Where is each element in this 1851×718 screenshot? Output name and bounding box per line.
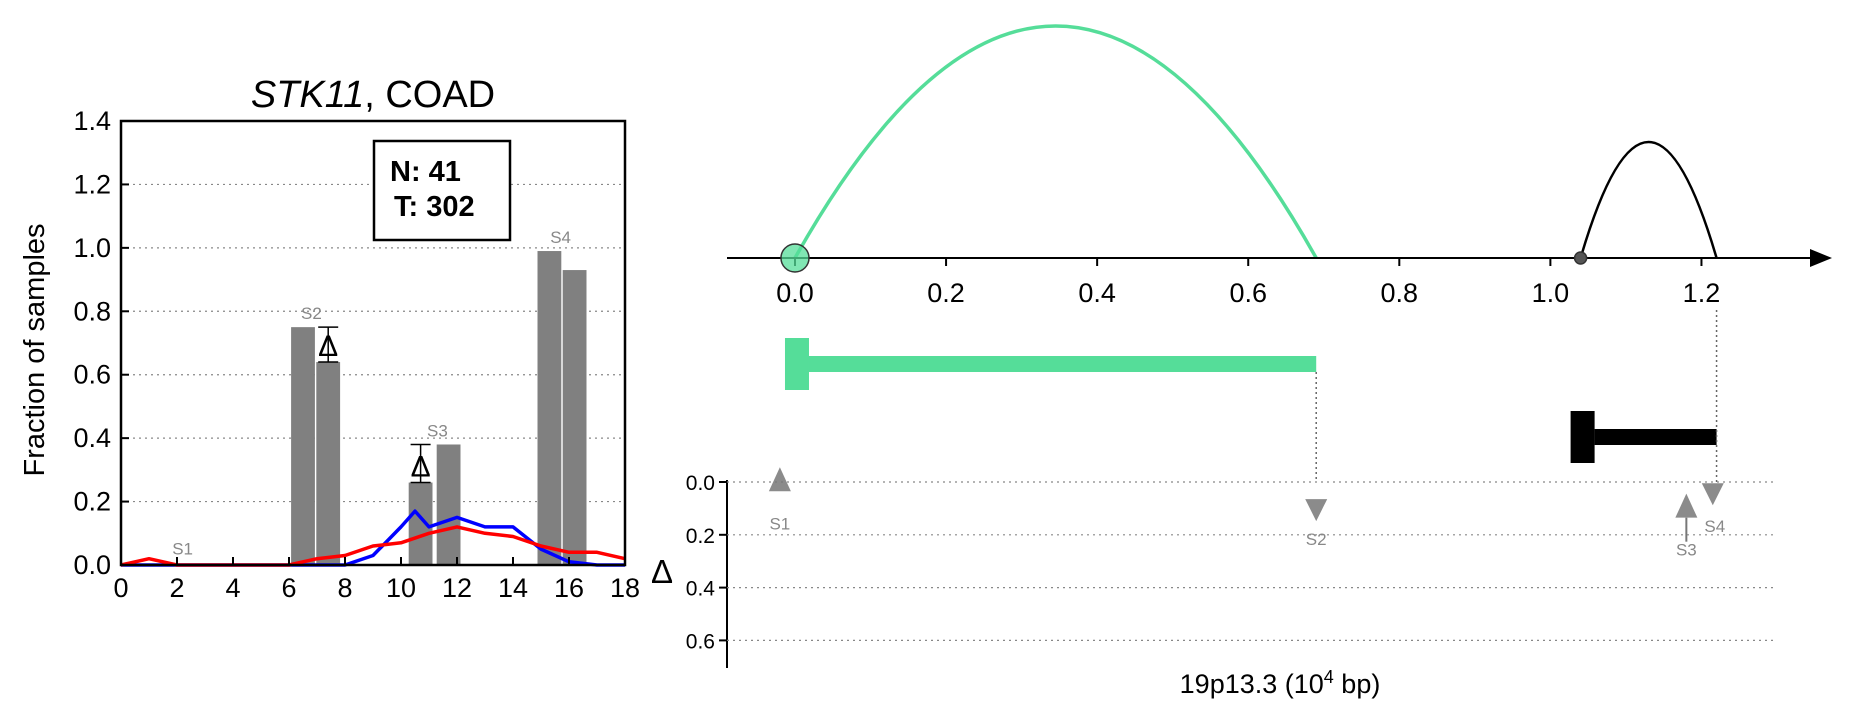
arcs: [793, 24, 1718, 259]
site-marker-up: [768, 467, 791, 492]
plot-frame: [119, 119, 627, 567]
arc-green: [793, 24, 1318, 259]
site-label-s2: S2: [1306, 530, 1327, 549]
x-tick-label: 16: [554, 573, 584, 603]
site-marker-down: [1305, 499, 1328, 522]
y-tick-label: 0.2: [73, 487, 111, 517]
site-label-s4: S4: [1704, 517, 1725, 536]
legend-n-count: N: 41: [390, 156, 461, 188]
genomic-tick-label: 1.0: [1532, 278, 1570, 308]
x-tick-label: 10: [386, 573, 416, 603]
genomic-tick-label: 0.4: [1078, 278, 1116, 308]
x-tick-label: 18: [610, 573, 640, 603]
legend-box: N: 41 T: 302: [372, 139, 512, 242]
genomic-tick-label: 1.2: [1683, 278, 1721, 308]
y-tick-label: 0.8: [73, 296, 111, 326]
segment-bar-green: [808, 356, 1317, 372]
bar-s3: [408, 482, 433, 565]
genomic-arc-diagram: 0.0 0.2 0.4 0.6 0.8 1.0 1.2 0.0 0.2 0.4 0.6 S1 S2 S3…: [651, 24, 1832, 699]
y-tick-label: 0.6: [73, 360, 111, 390]
y-axis-label: Fraction of samples: [19, 223, 51, 476]
y-tick-label: 1.4: [73, 106, 111, 136]
legend-t-count: T: 302: [394, 191, 475, 223]
delta-symbol: Δ: [411, 451, 431, 484]
delta-tick-label: 0.0: [686, 472, 715, 495]
arc-black: [1579, 140, 1718, 259]
chart-title: STK11, COAD: [251, 74, 495, 116]
segments: [784, 338, 1717, 463]
site-label-s4: S4: [550, 228, 571, 247]
genomic-tick-label: 0.8: [1381, 278, 1419, 308]
segment-bar-black: [1594, 429, 1717, 445]
y-tick-label: 1.2: [73, 169, 111, 199]
site-labels: S1 S2 S3 S4: [172, 228, 571, 565]
x-tick-label: 6: [281, 573, 296, 603]
y-tick-label: 0.0: [73, 550, 111, 580]
site-label-s2: S2: [301, 304, 322, 323]
bar-s2: [316, 362, 341, 565]
site-label-s3: S3: [1676, 541, 1697, 560]
bar-s2: [291, 327, 315, 565]
chart-title-gene: STK11: [251, 74, 364, 116]
genomic-x-label-main: 19p13.3 (10: [1180, 669, 1324, 699]
genomic-tick-label: 0.2: [927, 278, 965, 308]
delta-markers: ΔΔ: [318, 326, 431, 484]
y-tick-label: 1.0: [73, 233, 111, 263]
bars: [291, 251, 587, 565]
site-marker-up: [1675, 493, 1698, 518]
x-tick-label: 12: [442, 573, 472, 603]
delta-panel: 0.0 0.2 0.4 0.6 S1 S2 S3 S4: [686, 310, 1777, 668]
segment-cap-green: [784, 338, 809, 390]
delta-symbol: Δ: [318, 330, 338, 363]
delta-tick-label: 0.6: [686, 630, 715, 653]
y-tick-label: 0.4: [73, 423, 111, 453]
axis-arrowhead: [1810, 249, 1832, 267]
site-label-s3: S3: [427, 421, 448, 440]
genomic-x-label-unit: bp): [1334, 669, 1381, 699]
site-marker-down: [1701, 483, 1724, 506]
genomic-x-label: 19p13.3 (104 bp): [1180, 667, 1381, 699]
genomic-axis: 0.0 0.2 0.4 0.6 0.8 1.0 1.2: [727, 243, 1832, 308]
delta-tick-label: 0.2: [686, 525, 715, 548]
bar-s4: [562, 270, 587, 565]
genomic-x-label-exponent: 4: [1324, 667, 1334, 687]
delta-axis-label: Δ: [651, 553, 673, 590]
genomic-tick-label: 0.6: [1229, 278, 1267, 308]
origin-marker: [1573, 251, 1588, 265]
segment-cap-black: [1570, 411, 1595, 463]
x-tick-label: 2: [169, 573, 184, 603]
fraction-bar-chart: STK11, COAD Fraction of samples S1 S2 S3 S4…: [19, 74, 640, 603]
site-label-s1: S1: [769, 514, 790, 533]
bar-s4: [537, 251, 562, 565]
chart-title-rest: , COAD: [364, 74, 495, 116]
axes: 0 2 4 6 8 10 12 14 16 18 0.0 0.2 0.4 0.6 0.8 1.0 1.2 1.4: [73, 106, 640, 603]
site-label-s1: S1: [172, 540, 193, 559]
bar-s3: [436, 444, 461, 565]
x-tick-label: 8: [337, 573, 352, 603]
delta-tick-label: 0.4: [686, 578, 716, 601]
x-tick-label: 14: [498, 573, 528, 603]
x-tick-label: 4: [225, 573, 240, 603]
genomic-tick-label: 0.0: [776, 278, 814, 308]
origin-marker: [780, 243, 810, 273]
x-tick-label: 0: [113, 573, 128, 603]
